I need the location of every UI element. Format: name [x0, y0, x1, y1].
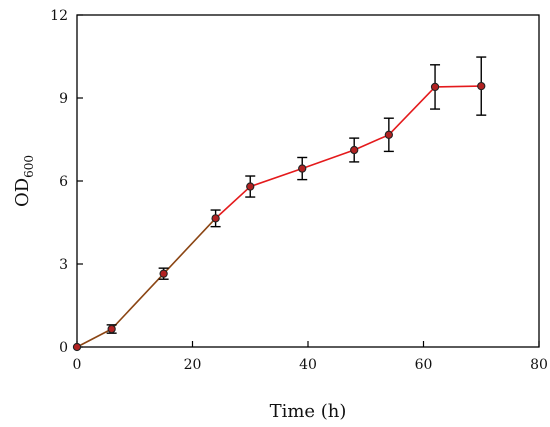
series-line-segment — [76, 328, 113, 348]
data-point — [159, 269, 168, 278]
series-line-segment — [388, 86, 436, 136]
series-line-segment — [163, 217, 217, 275]
series-line-segment — [353, 134, 390, 151]
series-line-segment — [435, 85, 482, 88]
x-tick-label: 0 — [73, 357, 82, 373]
data-point — [350, 145, 359, 155]
x-tick-label: 20 — [184, 357, 202, 373]
data-point — [477, 81, 486, 91]
x-tick-label: 60 — [415, 357, 433, 373]
y-tick-label: 9 — [59, 91, 68, 107]
data-point — [72, 342, 82, 352]
data-point — [430, 82, 440, 92]
data-point — [298, 164, 307, 173]
data-points — [72, 81, 486, 352]
data-point — [246, 182, 255, 191]
series-line-segment — [249, 167, 303, 188]
series-line-segment — [301, 149, 355, 170]
x-tick-label: 40 — [299, 357, 317, 373]
series-line-segment — [111, 273, 165, 330]
plot-frame — [76, 14, 540, 348]
y-tick-label: 0 — [59, 340, 68, 356]
y-axis-title-main: OD — [12, 178, 33, 207]
x-axis-ticks: 0 20 40 60 80 — [73, 341, 548, 373]
data-point — [384, 130, 393, 139]
y-tick-label: 6 — [59, 174, 68, 190]
y-axis-ticks: 0 3 6 9 12 — [50, 8, 83, 356]
error-bars — [106, 56, 487, 334]
y-tick-label: 12 — [50, 8, 68, 24]
data-point — [107, 324, 116, 334]
series-line-segment — [215, 185, 251, 219]
data-point — [211, 214, 220, 223]
y-axis-title: OD600 — [12, 155, 36, 207]
series-lines — [76, 85, 482, 348]
x-axis-title: Time (h) — [270, 401, 347, 422]
y-tick-label: 3 — [59, 257, 68, 273]
y-axis-title-subscript: 600 — [22, 155, 36, 178]
x-tick-label: 80 — [530, 357, 548, 373]
